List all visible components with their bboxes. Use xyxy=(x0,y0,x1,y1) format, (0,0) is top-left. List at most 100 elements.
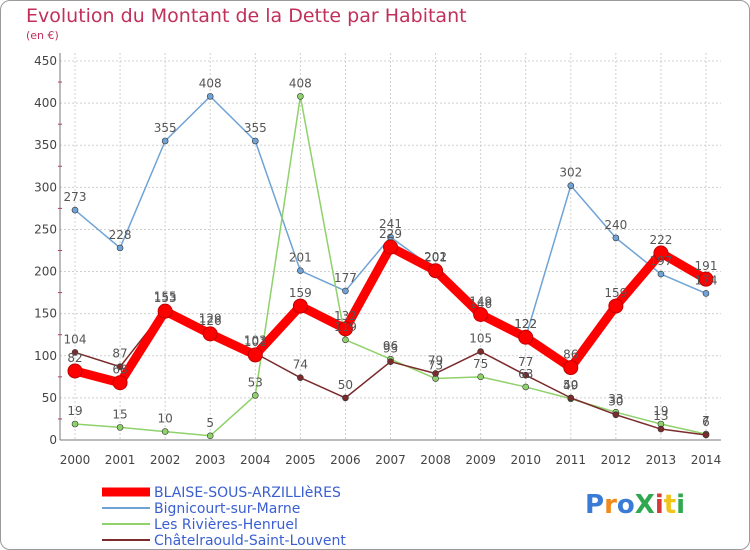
data-label: 153 xyxy=(154,291,177,305)
data-label: 126 xyxy=(199,314,222,328)
data-label: 240 xyxy=(604,218,627,232)
data-label: 202 xyxy=(424,250,447,264)
data-label: 50 xyxy=(338,378,353,392)
data-label: 229 xyxy=(379,227,402,241)
data-label: 355 xyxy=(154,121,177,135)
data-label: 228 xyxy=(109,228,132,242)
data-label: 174 xyxy=(695,273,718,287)
x-tick-label: 2003 xyxy=(195,453,226,467)
data-point xyxy=(612,234,620,242)
x-tick-label: 2001 xyxy=(105,453,136,467)
data-label: 197 xyxy=(649,254,672,268)
data-point xyxy=(342,394,349,402)
data-label: 101 xyxy=(244,335,267,349)
data-point xyxy=(71,349,79,356)
data-label: 63 xyxy=(518,367,533,381)
brand-letter: i xyxy=(676,490,686,520)
data-point xyxy=(473,307,489,323)
x-tick-label: 2012 xyxy=(601,453,632,467)
data-point xyxy=(71,206,79,214)
data-point xyxy=(206,93,214,100)
data-point xyxy=(297,267,304,275)
data-label: 103 xyxy=(244,333,267,347)
data-point xyxy=(383,239,398,255)
data-point xyxy=(251,392,259,399)
data-label: 355 xyxy=(244,121,267,135)
data-point xyxy=(251,137,259,145)
data-label: 73 xyxy=(428,359,443,373)
y-tick-label: 200 xyxy=(34,265,57,279)
data-point xyxy=(702,431,710,439)
data-point xyxy=(518,329,534,345)
proxiti-logo: ProXiti xyxy=(585,490,685,520)
data-label: 146 xyxy=(469,297,492,311)
data-point xyxy=(477,348,484,355)
chart-title: Evolution du Montant de la Dette par Hab… xyxy=(26,5,467,27)
data-point xyxy=(612,411,620,419)
data-label: 159 xyxy=(604,286,627,300)
data-label: 302 xyxy=(559,166,582,180)
data-point xyxy=(112,375,128,391)
y-tick-label: 350 xyxy=(34,138,57,152)
x-tick-label: 2004 xyxy=(240,453,271,467)
data-label: 86 xyxy=(563,348,578,362)
y-tick-label: 150 xyxy=(34,307,57,321)
y-tick-label: 400 xyxy=(34,96,57,110)
data-point xyxy=(698,271,714,287)
data-point xyxy=(157,303,173,319)
data-label: 159 xyxy=(289,286,312,300)
data-point xyxy=(657,270,665,278)
data-label: 201 xyxy=(289,251,312,265)
brand-letter: P xyxy=(585,490,605,520)
data-label: 222 xyxy=(649,233,672,247)
data-label: 155 xyxy=(154,289,177,303)
x-tick-label: 2009 xyxy=(465,453,496,467)
data-point xyxy=(67,363,83,379)
data-label: 87 xyxy=(112,347,127,361)
data-point xyxy=(342,336,349,344)
y-tick-label: 100 xyxy=(34,349,57,363)
data-point xyxy=(161,137,169,145)
data-label: 15 xyxy=(112,407,127,421)
data-label: 201 xyxy=(424,251,447,265)
x-tick-label: 2006 xyxy=(330,453,361,467)
x-tick-label: 2008 xyxy=(420,453,451,467)
data-point xyxy=(608,298,624,314)
data-point xyxy=(657,425,665,433)
data-label: 19 xyxy=(653,404,668,418)
data-label: 79 xyxy=(428,353,443,367)
x-tick-label: 2013 xyxy=(646,453,677,467)
data-label: 13 xyxy=(653,409,668,423)
data-label: 408 xyxy=(289,76,312,90)
legend-label: BLAISE-SOUS-ARZILLIèRES xyxy=(154,485,341,501)
data-label: 119 xyxy=(334,320,357,334)
data-label: 149 xyxy=(469,295,492,309)
data-label: 33 xyxy=(608,392,623,406)
brand-letter: o xyxy=(616,490,635,520)
data-label: 191 xyxy=(695,259,718,273)
chart-subtitle: (en €) xyxy=(26,29,59,42)
data-label: 241 xyxy=(379,217,402,231)
data-point xyxy=(567,394,575,402)
data-label: 104 xyxy=(64,332,87,346)
data-label: 122 xyxy=(514,317,537,331)
y-tick-label: 450 xyxy=(34,54,57,68)
data-point xyxy=(428,263,444,279)
data-label: 10 xyxy=(158,412,173,426)
x-tick-label: 2010 xyxy=(510,453,541,467)
x-tick-label: 2011 xyxy=(556,453,587,467)
data-label: 19 xyxy=(67,404,82,418)
data-point xyxy=(206,432,214,440)
data-point xyxy=(522,371,530,379)
y-tick-label: 250 xyxy=(34,222,57,236)
data-point xyxy=(292,298,308,314)
data-point xyxy=(116,363,124,371)
data-point xyxy=(522,383,530,391)
data-point xyxy=(297,93,304,100)
data-label: 49 xyxy=(563,379,578,393)
data-point xyxy=(297,374,304,381)
data-label: 30 xyxy=(608,395,623,409)
legend-label: Les Rivières-Henruel xyxy=(154,517,298,533)
y-tick-label: 50 xyxy=(42,391,57,405)
